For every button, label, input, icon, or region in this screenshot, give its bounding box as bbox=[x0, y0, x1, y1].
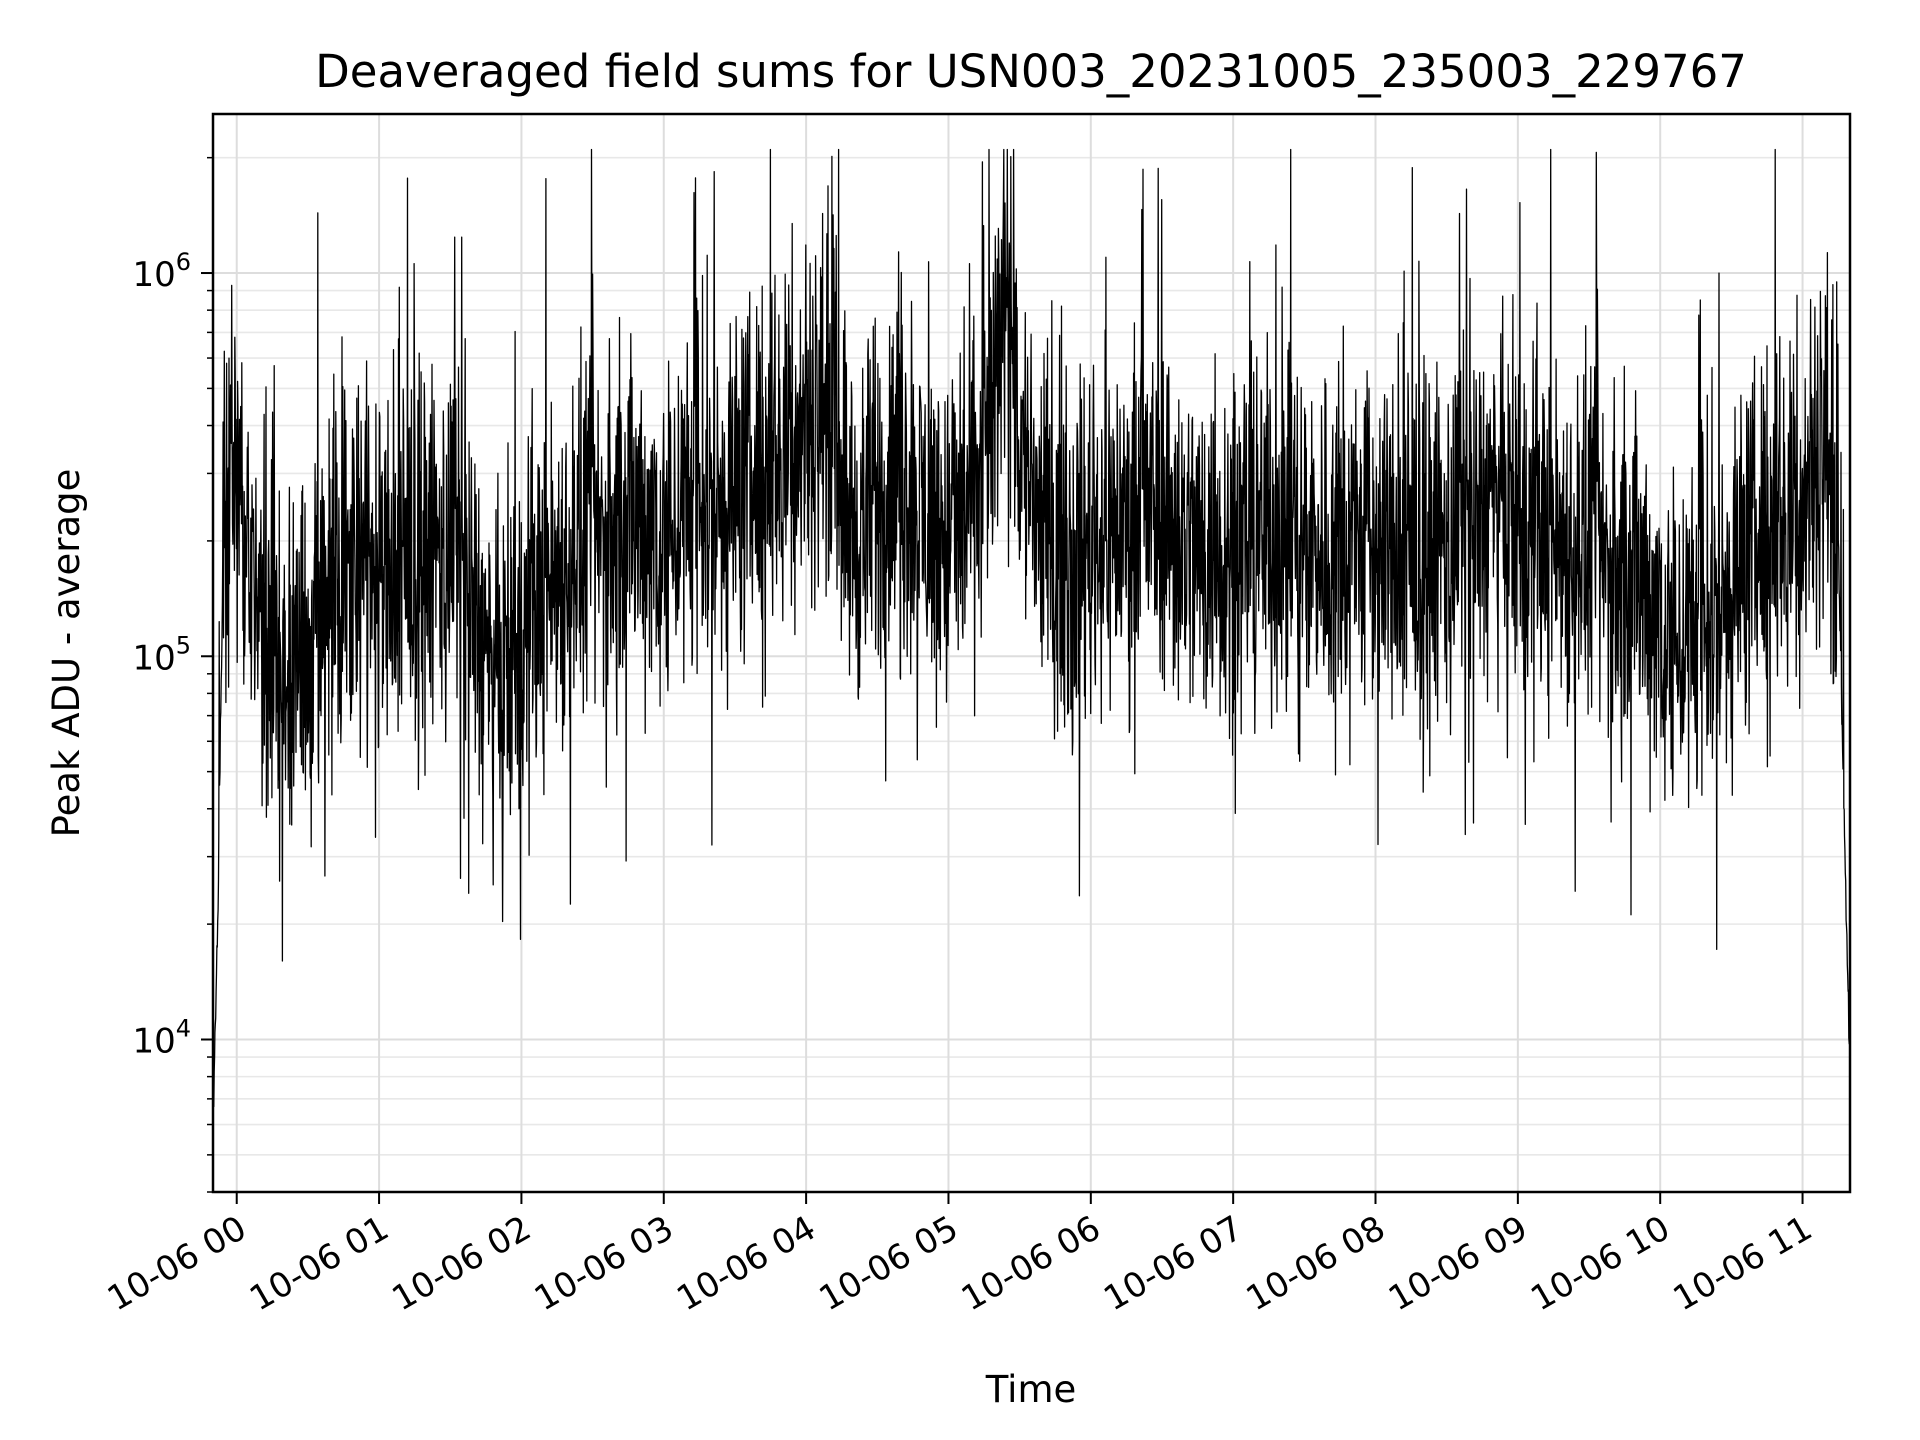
series-line bbox=[212, 148, 1851, 1136]
y-tick-label: 104 bbox=[132, 1014, 191, 1061]
data-trace bbox=[212, 148, 1851, 1136]
x-axis-label: Time bbox=[985, 1368, 1077, 1411]
y-axis-label: Peak ADU - average bbox=[45, 469, 88, 838]
plot-frame bbox=[211, 112, 1852, 1194]
chart-title: Deaveraged field sums for USN003_2023100… bbox=[315, 45, 1747, 98]
y-tick-label: 106 bbox=[132, 248, 191, 295]
y-axis: 104 105 106 bbox=[132, 156, 213, 1193]
y-tick-label: 105 bbox=[132, 631, 191, 678]
